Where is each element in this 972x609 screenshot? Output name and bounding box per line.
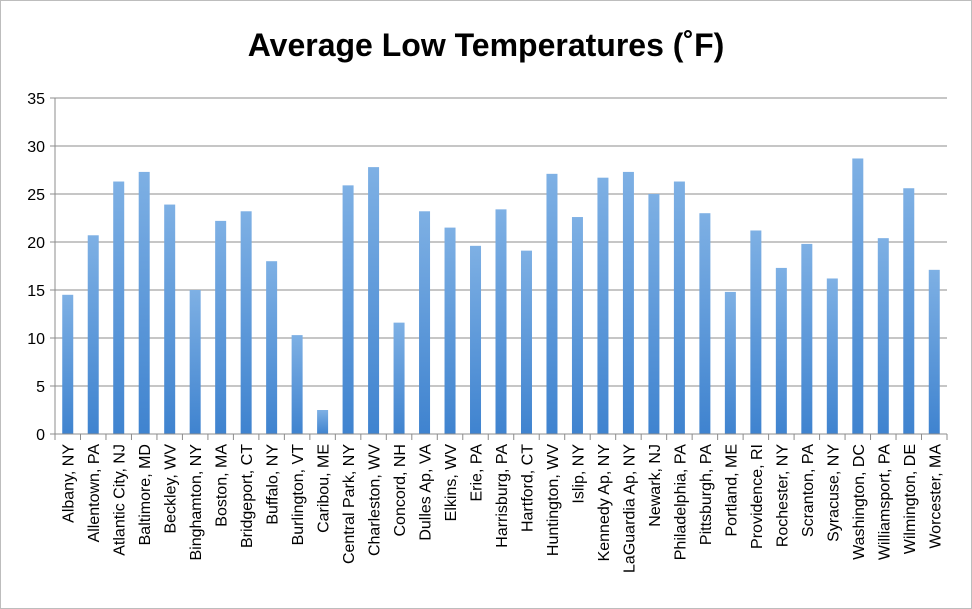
bar [520,250,532,434]
x-tick-label: Wilmington, DE [902,444,919,554]
x-tick-label: Buffalo, NY [265,444,282,525]
x-tick-label: Caribou, ME [316,444,333,533]
bar [673,181,685,434]
x-tick-label: Harrisburg, PA [494,444,511,548]
x-tick-label: Williamsport, PA [876,444,893,560]
bar [189,290,201,434]
bar [317,410,329,434]
bar [266,261,278,434]
bar [750,230,762,434]
x-tick-label: Dulles Ap, VA [418,444,435,541]
bar [903,188,915,434]
bar [470,245,482,434]
x-tick-label: Rochester, NY [774,444,791,547]
bar [852,158,864,435]
bar [597,177,609,434]
x-tick-label: LaGuardia Ap, NY [621,444,638,573]
bar [699,213,711,434]
axes [54,98,947,435]
bar [138,171,150,435]
y-tick-label: 10 [27,331,45,348]
bar [87,235,99,434]
x-tick-label: Pittsburgh, PA [698,444,715,545]
bar [164,204,176,434]
bar [113,181,125,434]
bar [546,173,558,434]
x-tick-label: Providence, RI [749,444,766,549]
x-tick-label: Syracuse, NY [825,444,842,542]
bar [571,217,583,434]
bar [62,294,74,434]
bar [291,335,303,434]
x-tick-label: Burlington, VT [290,444,307,546]
x-tick-label: Concord, NH [392,444,409,536]
x-tick-label: Atlantic City, NJ [112,444,129,556]
x-tick-label: Islip, NY [570,444,587,504]
y-tick-label: 5 [36,379,45,396]
y-tick-label: 15 [27,283,45,300]
x-tick-label: Erie, PA [469,444,486,502]
bars [62,158,940,435]
bar [215,220,227,434]
bar [826,278,838,434]
bar [928,269,940,434]
bar [240,211,252,434]
x-tick-label: Kennedy Ap, NY [596,444,613,562]
bar [724,291,736,434]
bar [342,185,354,434]
bar [419,211,431,434]
bar [877,238,889,434]
x-axis-ticks: Albany, NY Allentown, PA Atlantic City, NJ… [54,434,948,573]
x-tick-label: Newark, NJ [647,444,664,527]
x-tick-label: Elkins, WV [443,444,460,522]
bar [368,167,380,434]
x-tick-label: Scranton, PA [800,444,817,537]
x-tick-label: Huntington, WV [545,444,562,556]
x-tick-label: Albany, NY [61,444,78,523]
x-tick-label: Boston, MA [214,444,231,527]
bar [801,243,813,434]
x-tick-label: Binghamton, NY [188,444,205,561]
chart-title: Average Low Temperatures (˚F) [247,27,725,63]
y-tick-label: 30 [27,139,45,156]
y-tick-label: 25 [27,187,45,204]
bar [444,227,456,434]
y-tick-label: 20 [27,235,45,252]
x-tick-label: Allentown, PA [86,444,103,543]
x-tick-label: Worcester, MA [927,444,944,549]
y-tick-label: 35 [27,91,45,108]
x-tick-label: Washington, DC [851,444,868,560]
bar [393,322,405,434]
y-tick-label: 0 [36,427,45,444]
y-axis-ticks: 0 5 10 15 20 25 30 35 [27,91,55,444]
x-tick-label: Bridgeport, CT [239,444,256,548]
bar [775,267,787,434]
x-tick-label: Portland, ME [723,444,740,536]
bar [648,194,660,434]
x-tick-label: Charleston, WV [367,444,384,556]
x-tick-label: Beckley, WV [163,444,180,534]
bar [622,171,634,435]
x-tick-label: Philadelphia, PA [672,444,689,561]
x-tick-label: Central Park, NY [341,444,358,564]
x-tick-label: Baltimore, MD [137,444,154,545]
x-tick-label: Hartford, CT [519,444,536,532]
bar [495,209,507,434]
